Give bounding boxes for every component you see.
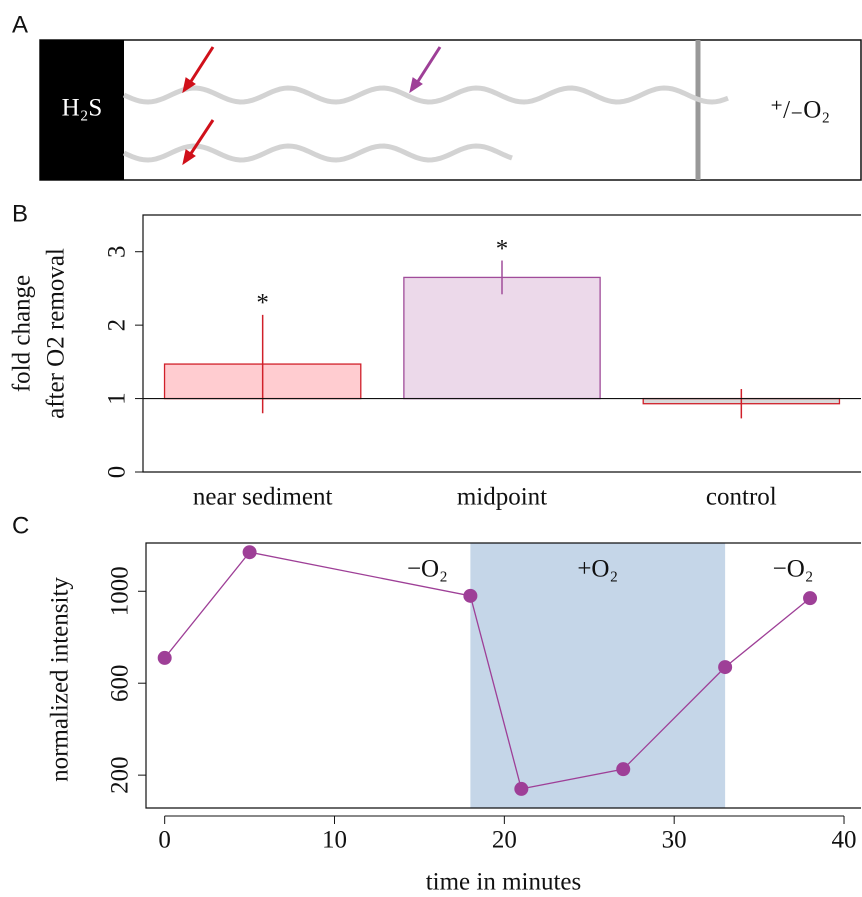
point <box>514 781 529 796</box>
y-tick-label: 1000 <box>107 566 134 616</box>
y-axis-label: fold change <box>9 275 36 392</box>
shaded-region <box>470 543 726 808</box>
x-axis-label: time in minutes <box>426 869 582 896</box>
panel-label: A <box>12 11 28 38</box>
point <box>242 545 257 560</box>
point <box>463 588 478 603</box>
worm <box>122 143 513 163</box>
x-tick-label: near sediment <box>193 484 333 511</box>
y-tick-label: 2 <box>104 319 131 332</box>
annotation: −O₂ <box>773 556 814 583</box>
h2s-label: H₂S <box>62 95 103 122</box>
annotation: +O₂ <box>577 556 618 583</box>
y-axis-label: after O2 removal <box>43 248 70 419</box>
oxygen-label: ⁺/₋O₂ <box>770 97 830 124</box>
sediment <box>40 40 124 180</box>
x-tick-label: 20 <box>492 827 517 854</box>
axis-frame <box>145 542 861 809</box>
x-tick-label: 0 <box>158 827 171 854</box>
y-axis-label: normalized intensity <box>47 577 74 782</box>
point <box>157 650 172 665</box>
panel-label: C <box>12 512 29 539</box>
x-tick-label: midpoint <box>457 484 547 511</box>
significance-mark: * <box>496 235 509 262</box>
worm <box>122 85 729 105</box>
axis-frame <box>142 214 861 473</box>
point <box>616 762 631 777</box>
panel-label: B <box>12 200 28 227</box>
y-tick-label: 3 <box>104 245 131 258</box>
x-tick-label: 10 <box>322 827 347 854</box>
y-tick-label: 200 <box>107 756 134 794</box>
y-tick-label: 1 <box>104 392 131 405</box>
point <box>803 591 818 606</box>
x-tick-label: 40 <box>832 827 857 854</box>
y-tick-label: 0 <box>104 466 131 479</box>
annotation: −O₂ <box>407 556 448 583</box>
bar <box>403 276 601 400</box>
arrows <box>182 46 442 166</box>
x-tick-label: 30 <box>662 827 687 854</box>
charts: B 0 1 2 3 fold change after O2 removal * near se… <box>9 200 861 896</box>
x-tick-label: control <box>706 484 777 511</box>
y-tick-label: 600 <box>107 664 134 702</box>
significance-mark: * <box>256 290 269 317</box>
point <box>718 660 733 675</box>
